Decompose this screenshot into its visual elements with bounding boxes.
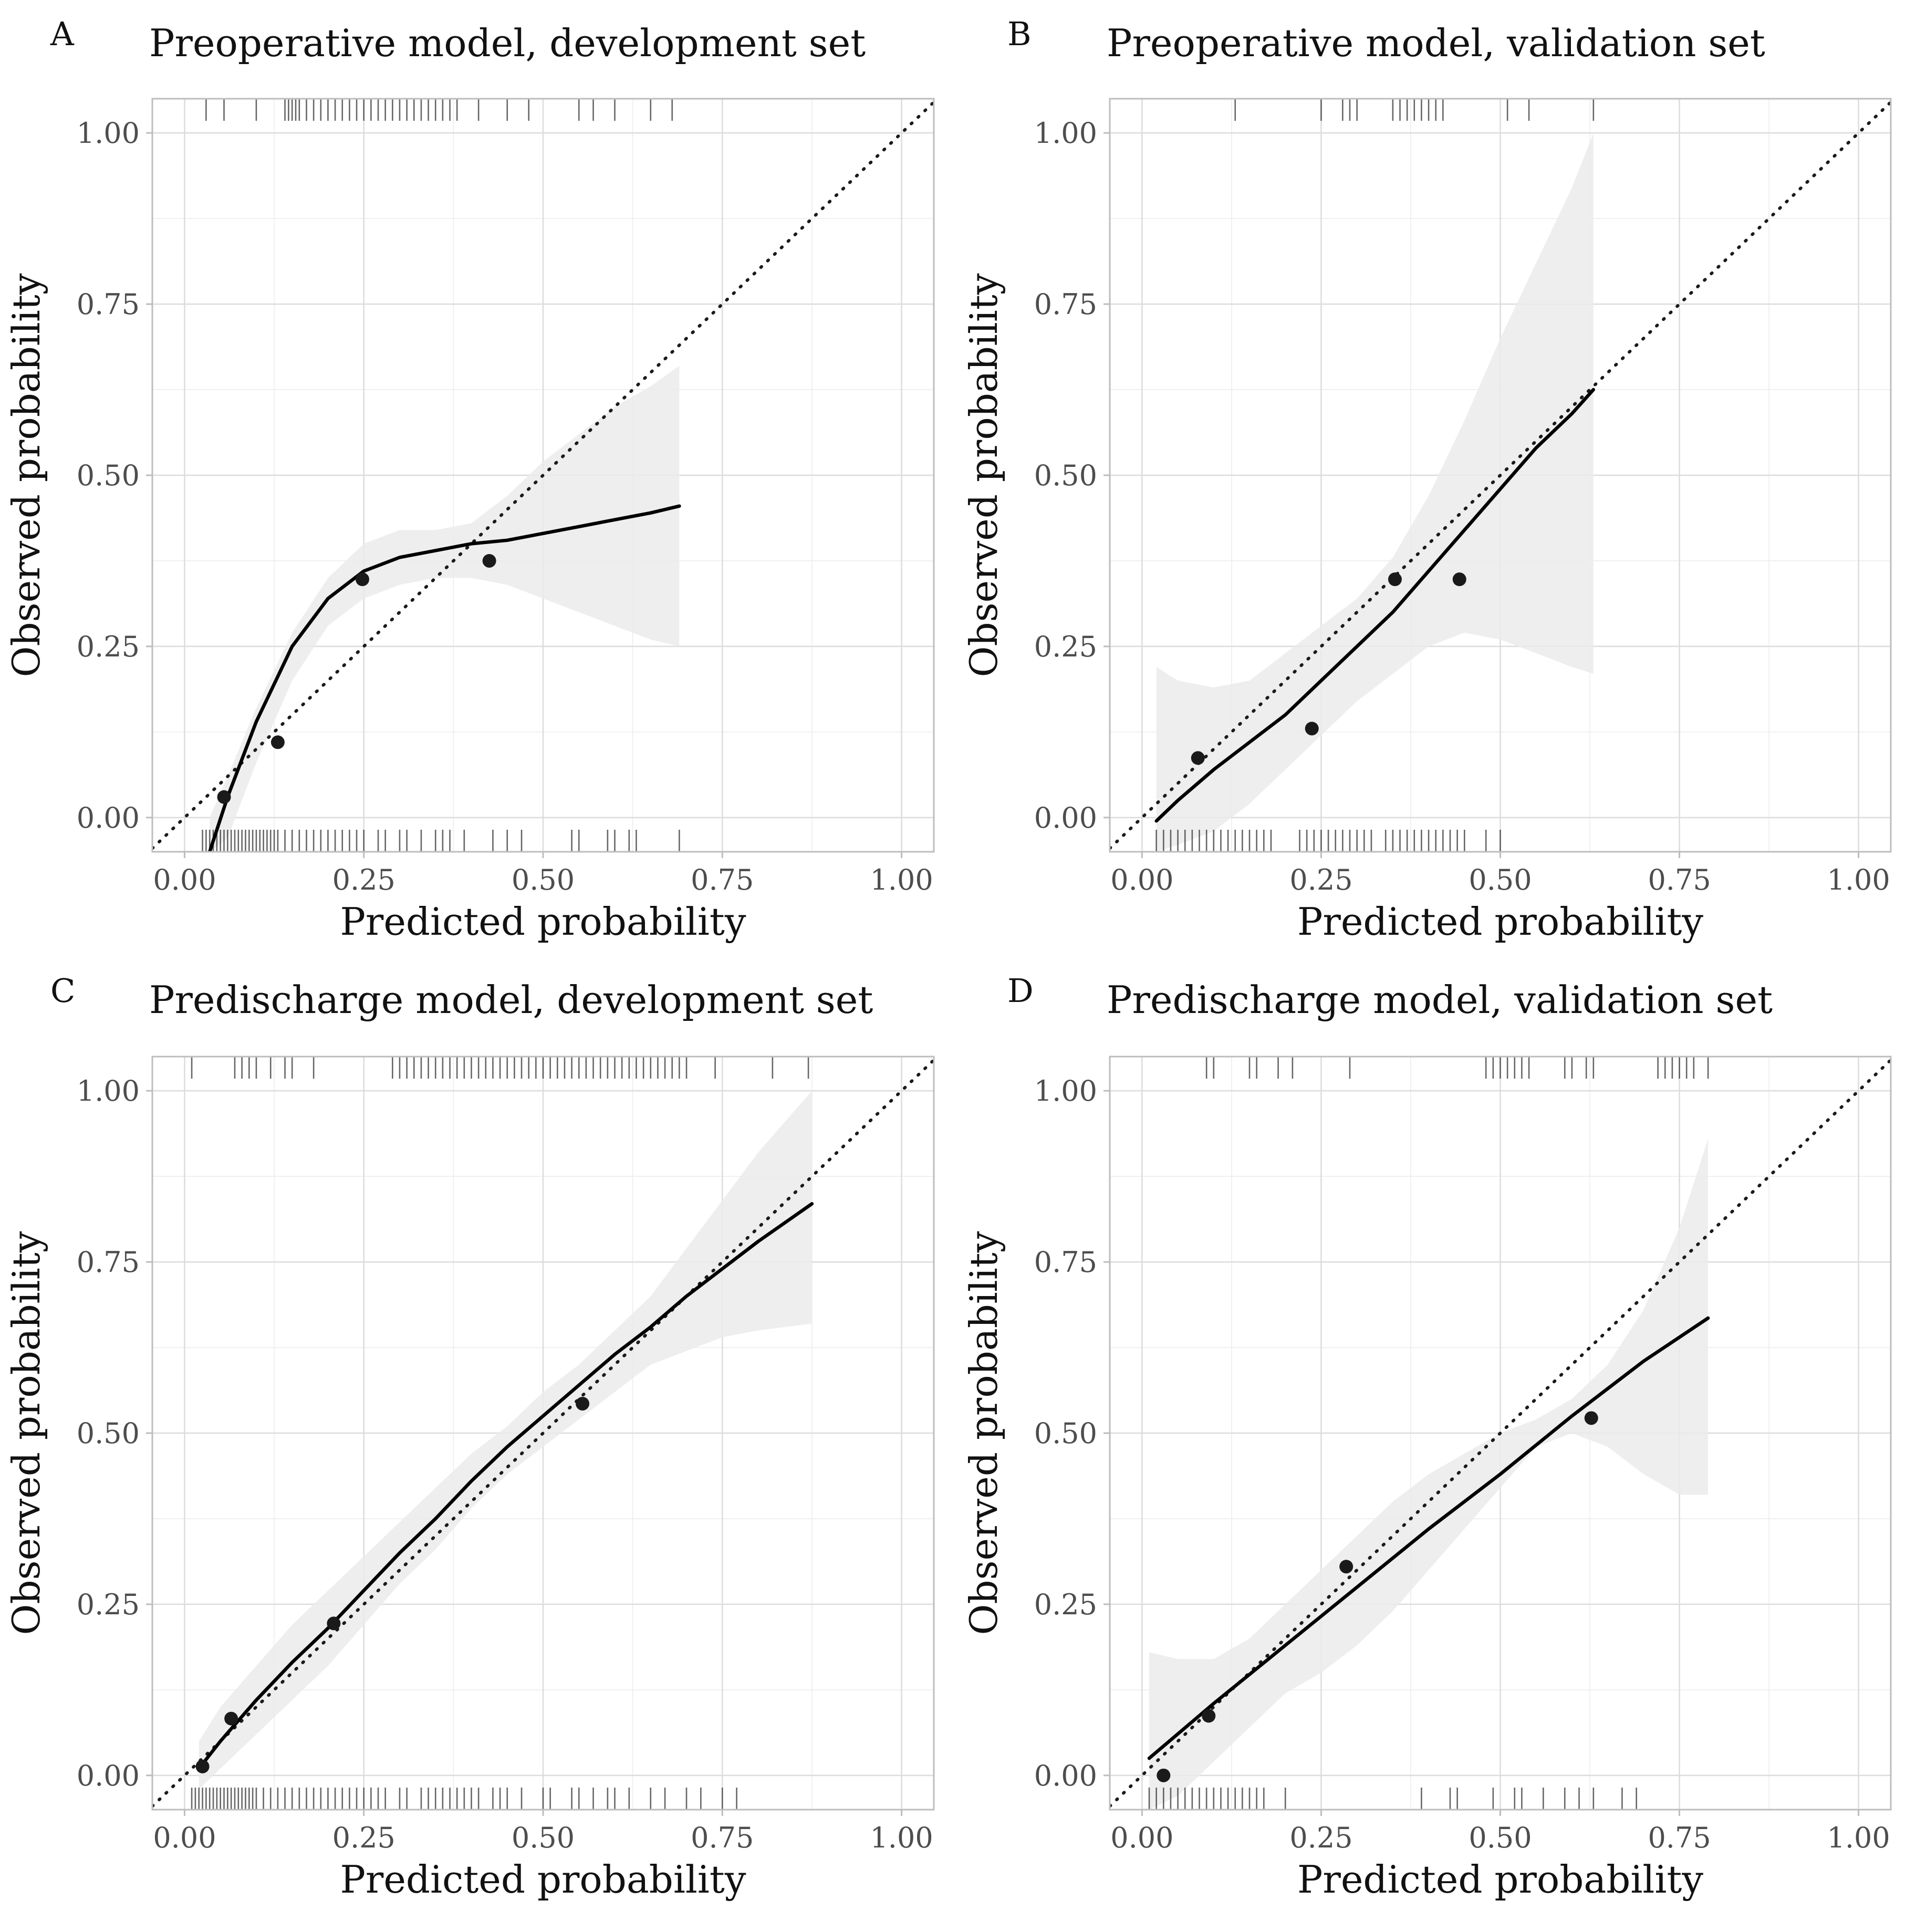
calibration-curve bbox=[1147, 1316, 1710, 1760]
observed-point bbox=[1584, 1411, 1598, 1425]
x-tick-label: 0.25 bbox=[1289, 863, 1352, 896]
observed-point bbox=[1339, 1560, 1353, 1574]
panel-title: Preoperative model, validation set bbox=[1107, 21, 1765, 65]
reference-line bbox=[152, 100, 934, 850]
observed-point bbox=[1305, 722, 1319, 736]
observed-point bbox=[1388, 572, 1402, 587]
y-tick-label: 1.00 bbox=[77, 117, 140, 150]
observed-point bbox=[270, 735, 285, 749]
y-tick-label: 0.25 bbox=[1034, 1588, 1097, 1621]
confidence-band bbox=[210, 365, 680, 852]
observed-point bbox=[1157, 1768, 1171, 1782]
panel-letter: D bbox=[1007, 972, 1034, 1010]
x-tick-label: 0.50 bbox=[512, 1821, 575, 1854]
y-tick-label: 0.75 bbox=[77, 1246, 140, 1279]
x-tick-label: 0.00 bbox=[1110, 1821, 1173, 1854]
panel-letter: C bbox=[50, 972, 75, 1010]
x-axis-title: Predicted probability bbox=[340, 900, 746, 944]
y-tick-label: 0.50 bbox=[77, 1417, 140, 1450]
y-tick-label: 0.00 bbox=[77, 801, 140, 834]
calibration-curve bbox=[1154, 388, 1596, 823]
y-tick-label: 0.00 bbox=[1034, 801, 1097, 834]
y-tick-label: 1.00 bbox=[1034, 1074, 1097, 1108]
x-tick-label: 0.00 bbox=[153, 1821, 216, 1854]
x-tick-label: 0.75 bbox=[691, 1821, 754, 1854]
x-tick-label: 1.00 bbox=[870, 863, 933, 896]
y-tick-label: 0.50 bbox=[1034, 1417, 1097, 1450]
calibration-curve bbox=[197, 1202, 814, 1771]
y-tick-label: 0.50 bbox=[1034, 459, 1097, 492]
x-tick-label: 1.00 bbox=[1827, 1821, 1890, 1854]
panel-letter: B bbox=[1007, 15, 1032, 53]
observed-point bbox=[1202, 1709, 1216, 1723]
observed-point bbox=[217, 790, 231, 804]
confidence-band bbox=[1156, 133, 1594, 852]
x-tick-label: 0.50 bbox=[1469, 863, 1532, 896]
x-tick-label: 0.75 bbox=[691, 863, 754, 896]
plot-area bbox=[152, 99, 934, 852]
x-tick-label: 0.00 bbox=[153, 863, 216, 896]
observed-point bbox=[1452, 572, 1466, 587]
y-tick-label: 0.75 bbox=[77, 288, 140, 321]
x-tick-label: 0.75 bbox=[1648, 1821, 1711, 1854]
x-axis-title: Predicted probability bbox=[340, 1857, 746, 1902]
y-tick-label: 0.25 bbox=[77, 630, 140, 663]
plot-area bbox=[1110, 99, 1891, 852]
panel-c: 0.00 0.25 0.50 0.75 1.00 0.00 0.25 0.50 0.75 1.00… bbox=[4, 972, 935, 1902]
y-axis-title: Observed probability bbox=[962, 1231, 1006, 1635]
panel-title: Predischarge model, validation set bbox=[1107, 978, 1773, 1022]
y-tick-label: 0.75 bbox=[1034, 288, 1097, 321]
y-tick-label: 1.00 bbox=[77, 1074, 140, 1108]
observed-point bbox=[327, 1616, 341, 1631]
plot-area bbox=[152, 1057, 934, 1810]
x-axis-title: Predicted probability bbox=[1297, 1857, 1703, 1902]
observed-point bbox=[1191, 751, 1205, 765]
observed-point bbox=[576, 1396, 590, 1411]
confidence-band bbox=[199, 1091, 812, 1789]
panel-title: Predischarge model, development set bbox=[149, 978, 873, 1022]
y-tick-label: 0.50 bbox=[77, 459, 140, 492]
observed-point bbox=[482, 554, 496, 568]
observed-point bbox=[195, 1759, 210, 1773]
panel-a: 0.00 0.25 0.50 0.75 1.00 0.00 0.25 0.50 0.75 1.00… bbox=[4, 15, 935, 944]
reference-line bbox=[152, 1058, 934, 1808]
x-tick-label: 1.00 bbox=[1827, 863, 1890, 896]
panel-d: 0.00 0.25 0.50 0.75 1.00 0.00 0.25 0.50 0.75 1.00… bbox=[962, 972, 1892, 1902]
observed-point bbox=[355, 572, 369, 587]
y-tick-label: 0.75 bbox=[1034, 1246, 1097, 1279]
calibration-curve bbox=[207, 504, 681, 852]
y-tick-label: 0.00 bbox=[77, 1759, 140, 1792]
x-tick-label: 0.75 bbox=[1648, 863, 1711, 896]
x-tick-label: 0.50 bbox=[1469, 1821, 1532, 1854]
y-tick-label: 0.00 bbox=[1034, 1759, 1097, 1792]
panel-title: Preoperative model, development set bbox=[149, 21, 866, 65]
y-axis-title: Observed probability bbox=[962, 273, 1006, 677]
plot-area bbox=[1110, 1057, 1891, 1810]
x-tick-label: 0.00 bbox=[1110, 863, 1173, 896]
y-axis-title: Observed probability bbox=[4, 1231, 48, 1635]
x-tick-label: 0.25 bbox=[1289, 1821, 1352, 1854]
x-axis-title: Predicted probability bbox=[1297, 900, 1703, 944]
y-tick-label: 0.25 bbox=[1034, 630, 1097, 663]
x-tick-label: 0.25 bbox=[332, 1821, 395, 1854]
x-tick-label: 1.00 bbox=[870, 1821, 933, 1854]
panel-letter: A bbox=[50, 15, 75, 53]
y-axis-title: Observed probability bbox=[4, 273, 48, 677]
panel-b: 0.00 0.25 0.50 0.75 1.00 0.00 0.25 0.50 0.75 1.00… bbox=[962, 15, 1892, 944]
y-tick-label: 0.25 bbox=[77, 1588, 140, 1621]
observed-point bbox=[224, 1711, 238, 1726]
reference-line bbox=[1110, 100, 1891, 850]
y-tick-label: 1.00 bbox=[1034, 117, 1097, 150]
x-tick-label: 0.50 bbox=[512, 863, 575, 896]
x-tick-label: 0.25 bbox=[332, 863, 395, 896]
